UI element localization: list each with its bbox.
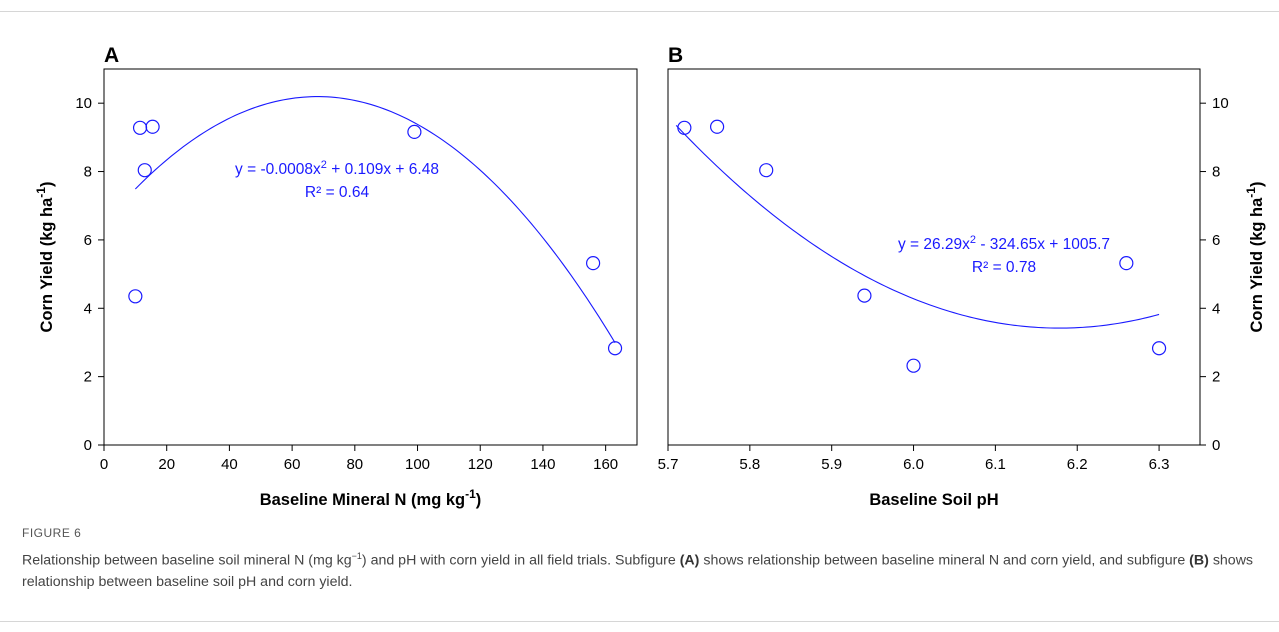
y-tick-label: 8 <box>1212 164 1220 181</box>
caption-run: shows relationship between baseline soil… <box>22 552 1254 590</box>
figure-caption: FIGURE 6 Relationship between baseline s… <box>22 526 1262 593</box>
bottom-divider <box>0 621 1279 622</box>
x-tick-label: 140 <box>530 456 555 473</box>
trend-line <box>134 96 616 344</box>
caption-text: Relationship between baseline soil miner… <box>22 546 1262 593</box>
x-axis-label-part: -1 <box>465 487 476 501</box>
y-axis-label-part: -1 <box>1244 187 1258 198</box>
r-squared-label: R² = 0.64 <box>305 184 370 201</box>
caption-run: −1 <box>351 551 362 561</box>
caption-run: (A) <box>679 552 700 569</box>
x-tick-label: 60 <box>284 456 301 473</box>
y-axis-label: Corn Yield (kg ha-1) <box>1244 182 1266 333</box>
y-tick-label: 8 <box>84 164 92 181</box>
y-axis-label-part: -1 <box>34 187 48 198</box>
y-tick-label: 10 <box>75 95 92 112</box>
data-point <box>759 163 774 178</box>
x-axis-label-part: Baseline Mineral N (mg kg <box>260 491 465 509</box>
x-tick-label: 5.8 <box>739 456 760 473</box>
x-tick-label: 160 <box>593 456 618 473</box>
regression-equation-part: y = 26.29x <box>898 236 970 253</box>
regression-equation-part: 2 <box>321 159 327 171</box>
x-tick-label: 20 <box>158 456 175 473</box>
y-tick-label: 0 <box>84 437 92 454</box>
y-axis-label: Corn Yield (kg ha-1) <box>34 182 56 333</box>
x-axis-label: Baseline Mineral N (mg kg-1) <box>260 487 482 509</box>
panel-label-B: B <box>668 44 683 67</box>
x-tick-label: 6.1 <box>985 456 1006 473</box>
data-point <box>1151 341 1167 356</box>
x-axis-label-part: ) <box>476 491 482 509</box>
x-tick-label: 80 <box>346 456 363 473</box>
x-tick-label: 5.7 <box>658 456 679 473</box>
x-tick-label: 6.2 <box>1067 456 1088 473</box>
y-tick-label: 6 <box>84 232 92 249</box>
y-axis-label-part: Corn Yield (kg ha <box>1248 197 1266 333</box>
x-tick-label: 120 <box>468 456 493 473</box>
caption-run: shows relationship between baseline mine… <box>699 552 1190 569</box>
y-tick-label: 10 <box>1212 95 1229 112</box>
x-tick-label: 0 <box>100 456 108 473</box>
y-axis-label-part: ) <box>38 182 56 188</box>
figure-label: FIGURE 6 <box>22 526 82 540</box>
data-point <box>407 124 422 139</box>
regression-equation: y = -0.0008x2 + 0.109x + 6.48 <box>235 159 439 178</box>
caption-run: (B) <box>1189 552 1209 569</box>
x-tick-label: 6.0 <box>903 456 924 473</box>
data-point <box>857 288 872 303</box>
data-point <box>1119 256 1134 271</box>
x-axis-label: Baseline Soil pH <box>869 491 998 509</box>
y-axis-label-part: Corn Yield (kg ha <box>38 197 56 333</box>
top-divider <box>0 11 1279 12</box>
data-point <box>906 358 921 373</box>
y-tick-label: 6 <box>1212 232 1220 249</box>
y-tick-label: 4 <box>1212 300 1220 317</box>
x-tick-label: 100 <box>405 456 430 473</box>
data-point <box>145 119 160 134</box>
x-tick-label: 40 <box>221 456 238 473</box>
x-tick-label: 6.3 <box>1149 456 1170 473</box>
data-point <box>132 120 148 135</box>
caption-run: ) and pH with corn yield in all field tr… <box>361 552 680 569</box>
trend-line <box>675 125 1160 329</box>
y-tick-label: 4 <box>84 300 92 317</box>
regression-equation-part: + 0.109x + 6.48 <box>327 161 439 178</box>
regression-equation-part: - 324.65x + 1005.7 <box>976 236 1110 253</box>
x-axis-label-part: Baseline Soil pH <box>869 491 998 509</box>
data-point <box>710 119 725 134</box>
data-point <box>586 256 601 271</box>
regression-equation-part: 2 <box>970 234 976 246</box>
data-point <box>128 289 143 304</box>
data-point <box>137 163 152 178</box>
plot-frame <box>103 68 638 446</box>
y-axis-label-part: ) <box>1248 182 1266 188</box>
x-tick-label: 5.9 <box>821 456 842 473</box>
plot-frame <box>667 68 1201 446</box>
data-point <box>607 341 623 356</box>
regression-equation: y = 26.29x2 - 324.65x + 1005.7 <box>898 234 1110 253</box>
caption-run: Relationship between baseline soil miner… <box>22 552 352 569</box>
r-squared-label: R² = 0.78 <box>972 259 1036 276</box>
regression-equation-part: y = -0.0008x <box>235 161 321 178</box>
y-tick-label: 0 <box>1212 437 1220 454</box>
panel-A: A 0 20 40 60 80 100 120 140 160 0 2 4 6 8 10 Baseline Mi… <box>34 44 638 509</box>
y-tick-label: 2 <box>84 369 92 386</box>
y-tick-label: 2 <box>1212 369 1220 386</box>
data-point <box>677 120 692 135</box>
panel-label-A: A <box>104 44 119 67</box>
panel-B: B 5.7 5.8 5.9 6.0 6.1 6.2 6.3 0 2 4 6 8 10 Baseline So… <box>658 44 1266 509</box>
